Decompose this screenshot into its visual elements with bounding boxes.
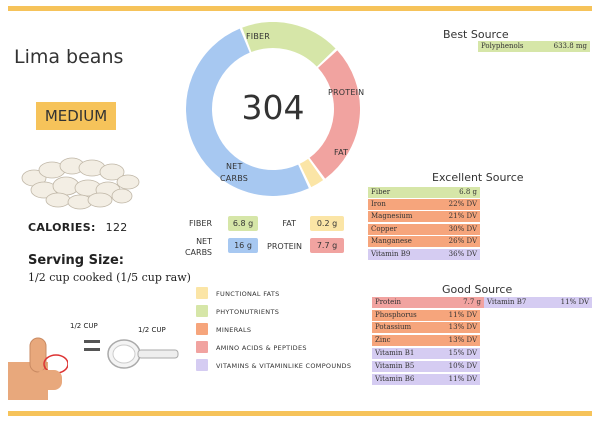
good-row: Vitamin B5 10% DV <box>372 361 480 372</box>
macro-value-protein: 7.7 g <box>310 238 344 253</box>
nutrient-value: 30% DV <box>448 225 477 233</box>
donut-segment-net-carbs <box>186 28 309 196</box>
nutrient-value: 11% DV <box>448 311 477 319</box>
nutrient-name: Potassium <box>375 323 412 331</box>
nutrient-value: 11% DV <box>448 375 477 383</box>
legend-label: MINERALS <box>216 326 252 334</box>
lima-beans-image <box>21 157 140 210</box>
good-source-title: Good Source <box>442 283 513 296</box>
serving-value: 1/2 cup cooked (1/5 cup raw) <box>28 271 191 284</box>
bottom-border <box>8 411 592 416</box>
legend-label: FUNCTIONAL FATS <box>216 290 280 298</box>
calorie-donut-chart <box>186 22 360 196</box>
legend-swatch <box>196 323 208 335</box>
nutrient-value: 6.8 g <box>459 188 477 196</box>
legend-swatch <box>196 287 208 299</box>
donut-segment-fat <box>299 158 324 188</box>
legend-label: VITAMINS & VITAMINLIKE COMPOUNDS <box>216 362 352 370</box>
thumb-illustration <box>8 337 68 400</box>
good-row: Vitamin B1 15% DV <box>372 348 480 359</box>
nutrient-name: Phosphorus <box>375 311 417 319</box>
nutrient-value: 13% DV <box>448 323 477 331</box>
macro-label-fiber: FIBER <box>188 219 212 228</box>
nutrient-name: Iron <box>371 200 386 208</box>
cup-label-2: 1/2 CUP <box>138 326 166 334</box>
excellent-row: Iron 22% DV <box>368 199 480 210</box>
calories-value: 122 <box>105 221 128 234</box>
good-row-side: Vitamin B7 11% DV <box>484 297 592 308</box>
excellent-source-title: Excellent Source <box>432 171 524 184</box>
nutrient-value: 36% DV <box>448 250 477 258</box>
good-row: Vitamin B6 11% DV <box>372 374 480 385</box>
nutrient-value: 7.7 g <box>463 298 481 306</box>
legend-swatch <box>196 359 208 371</box>
excellent-row: Magnesium 21% DV <box>368 211 480 222</box>
macro-label-net: NET <box>196 237 212 246</box>
nutrient-name: Fiber <box>371 188 391 196</box>
nutrient-name: Copper <box>371 225 398 233</box>
good-row: Zinc 13% DV <box>372 335 480 346</box>
macro-value-net-carbs: 16 g <box>228 238 258 253</box>
macro-value-fat: 0.2 g <box>310 216 344 231</box>
good-row: Protein 7.7 g <box>372 297 484 308</box>
donut-label-fat: FAT <box>334 148 349 157</box>
excellent-row: Vitamin B9 36% DV <box>368 249 480 260</box>
donut-label-carbs: CARBS <box>220 174 249 183</box>
nutrient-value: 26% DV <box>448 237 477 245</box>
calories-label: CALORIES: <box>28 221 96 234</box>
excellent-row: Fiber 6.8 g <box>368 187 480 198</box>
serving-title: Serving Size: <box>28 253 125 268</box>
macro-label-fat: FAT <box>282 219 296 228</box>
excellent-row: Copper 30% DV <box>368 224 480 235</box>
calories-row: CALORIES: 122 <box>28 221 128 234</box>
donut-segment-protein <box>309 50 360 179</box>
nutrient-name: Vitamin B6 <box>375 375 415 383</box>
nutrient-name: Protein <box>375 298 401 306</box>
macro-label-protein: PROTEIN <box>267 242 302 251</box>
nutrient-name: Polyphenols <box>481 42 524 50</box>
macro-value-fiber: 6.8 g <box>228 216 258 231</box>
measuring-cup-icon <box>107 339 179 369</box>
nutrient-value: 13% DV <box>448 336 477 344</box>
macro-label-carbs: CARBS <box>184 248 212 257</box>
nutrient-name: Magnesium <box>371 212 413 220</box>
donut-label-net: NET <box>226 162 243 171</box>
cup-label-1: 1/2 CUP <box>70 322 98 330</box>
level-badge: MEDIUM <box>36 102 116 130</box>
nutrient-value: 21% DV <box>448 212 477 220</box>
nutrient-value: 633.8 mg <box>553 42 587 50</box>
good-row: Phosphorus 11% DV <box>372 310 480 321</box>
excellent-row: Manganese 26% DV <box>368 236 480 247</box>
equals-sign <box>84 340 100 354</box>
legend-label: AMINO ACIDS & PEPTIDES <box>216 344 307 352</box>
calorie-total: 304 <box>241 88 305 127</box>
food-name: Lima beans <box>14 46 124 68</box>
nutrient-name: Zinc <box>375 336 391 344</box>
nutrient-name: Vitamin B9 <box>371 250 411 258</box>
nutrient-name: Vitamin B1 <box>375 349 415 357</box>
nutrient-value: 11% DV <box>560 298 589 306</box>
nutrient-value: 22% DV <box>448 200 477 208</box>
nutrient-value: 10% DV <box>448 362 477 370</box>
good-row: Potassium 13% DV <box>372 322 480 333</box>
best-source-title: Best Source <box>443 28 509 41</box>
nutrient-name: Vitamin B5 <box>375 362 415 370</box>
legend-swatch <box>196 341 208 353</box>
donut-label-protein: PROTEIN <box>328 88 365 97</box>
legend-swatch <box>196 305 208 317</box>
nutrient-name: Manganese <box>371 237 412 245</box>
legend-label: PHYTONUTRIENTS <box>216 308 280 316</box>
donut-segment-fiber <box>242 22 336 67</box>
donut-label-fiber: FIBER <box>246 32 271 41</box>
top-border <box>8 6 592 11</box>
nutrient-value: 15% DV <box>448 349 477 357</box>
nutrient-name: Vitamin B7 <box>487 298 527 306</box>
best-source-row: Polyphenols 633.8 mg <box>478 41 590 52</box>
